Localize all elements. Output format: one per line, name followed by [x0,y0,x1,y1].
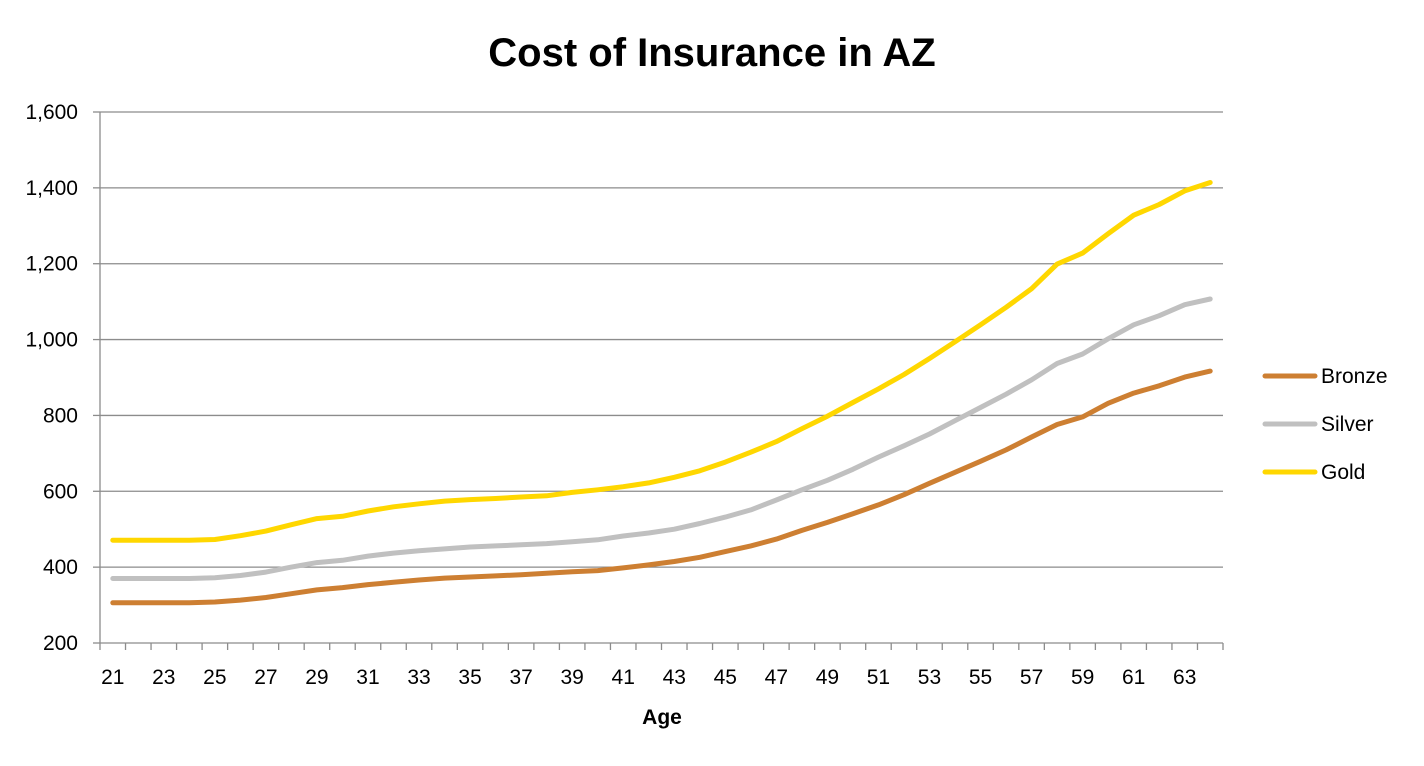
series-line-bronze [110,368,1213,606]
x-tick-label: 53 [918,666,941,689]
x-tick-label: 55 [969,666,992,689]
x-tick-label: 41 [612,666,635,689]
axes [93,111,1224,650]
y-tick-label: 1,600 [25,101,78,124]
x-tick-label: 57 [1020,666,1043,689]
x-axis-label: Age [642,706,682,729]
y-tick-label: 800 [43,404,78,427]
x-tick-label: 61 [1122,666,1145,689]
x-tick-label: 21 [101,666,124,689]
series-lines [110,180,1213,606]
x-tick-label: 33 [407,666,430,689]
x-tick-label: 47 [765,666,788,689]
x-tick-label: 31 [356,666,379,689]
y-tick-label: 200 [43,632,78,655]
legend: Bronze Silver Gold [1262,365,1388,484]
gridlines [100,111,1223,568]
x-tick-label: 43 [663,666,686,689]
x-tick-label: 23 [152,666,175,689]
x-tick-label: 27 [254,666,277,689]
y-tick-label: 1,400 [25,177,78,200]
x-tick-label: 37 [509,666,532,689]
y-tick-label: 600 [43,480,78,503]
x-tick-label: 39 [560,666,583,689]
x-tick-label: 29 [305,666,328,689]
y-tick-label: 1,000 [25,329,78,352]
series-line-gold [110,180,1213,543]
y-tick-labels: 200 400 600 800 1,000 1,200 1,400 1,600 [25,101,78,655]
x-tick-labels: 21 23 25 27 29 31 33 35 37 39 41 43 45 47 49 51 53 55 57 59… [101,666,1196,689]
y-tick-label: 400 [43,556,78,579]
legend-label-gold: Gold [1321,461,1365,484]
x-tick-label: 51 [867,666,890,689]
x-tick-label: 63 [1173,666,1196,689]
x-tick-label: 59 [1071,666,1094,689]
x-tick-label: 49 [816,666,839,689]
x-tick-label: 25 [203,666,226,689]
x-tick-label: 45 [714,666,737,689]
x-tick-label: 35 [458,666,481,689]
legend-label-bronze: Bronze [1321,365,1388,388]
y-tick-label: 1,200 [25,253,78,276]
legend-label-silver: Silver [1321,413,1374,436]
chart-title: Cost of Insurance in AZ [488,31,935,75]
series-line-silver [110,296,1213,581]
